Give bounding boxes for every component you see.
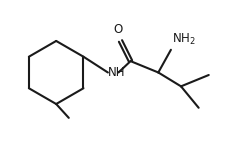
Text: NH$_2$: NH$_2$ — [172, 32, 196, 47]
Text: O: O — [114, 23, 123, 36]
Text: NH: NH — [108, 66, 125, 79]
